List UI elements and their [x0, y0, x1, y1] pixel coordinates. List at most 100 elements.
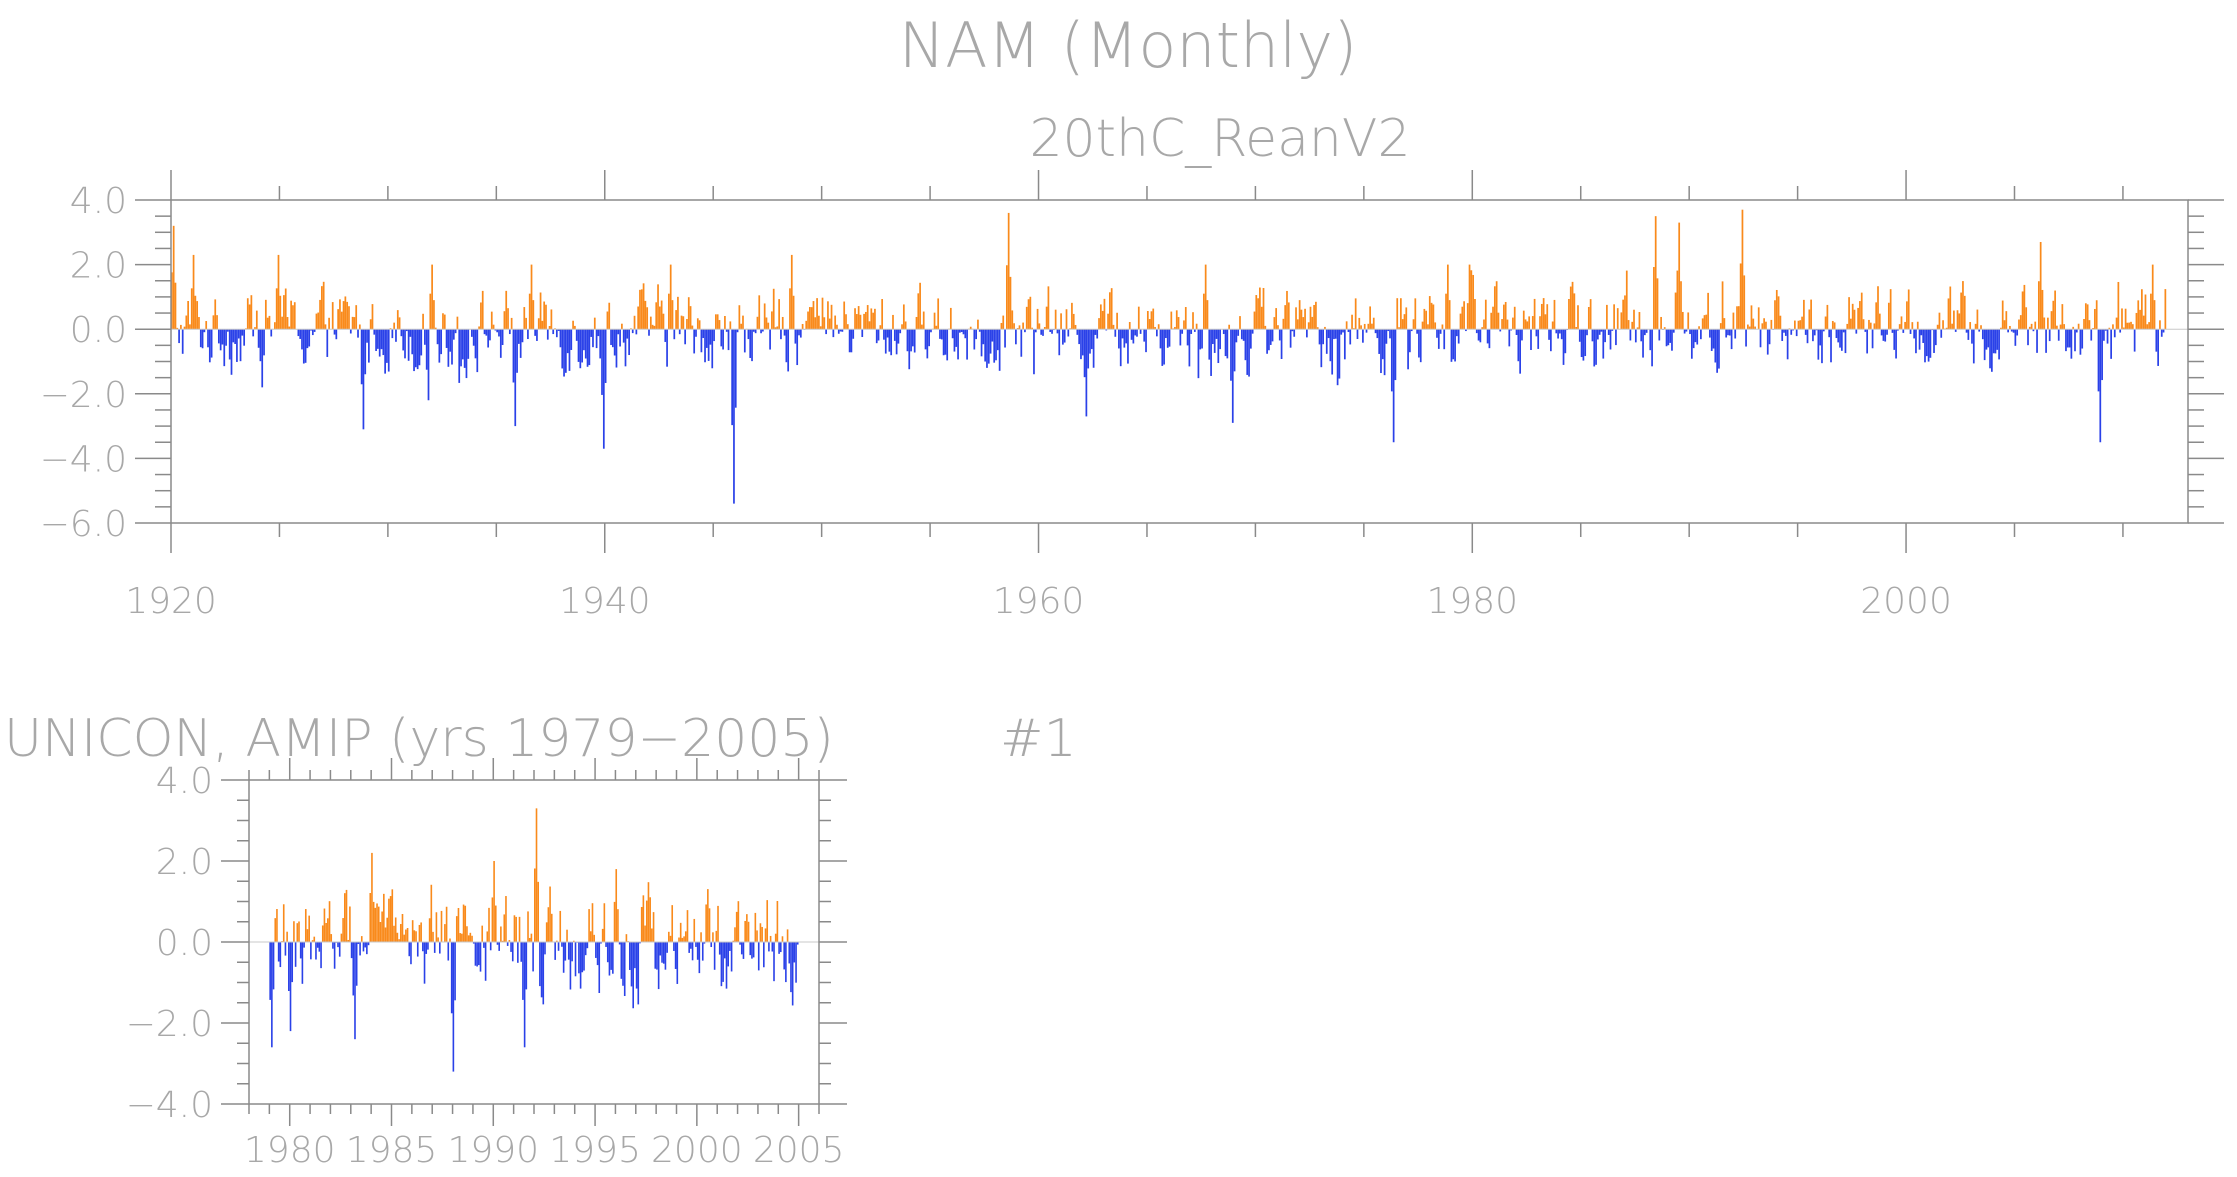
- bar: [2162, 329, 2165, 333]
- bar: [1956, 310, 1959, 330]
- bar: [217, 329, 220, 344]
- bar: [628, 329, 630, 356]
- bar: [1747, 324, 1749, 330]
- bar: [383, 893, 385, 942]
- bar: [691, 325, 694, 330]
- bar: [364, 942, 366, 948]
- bar: [743, 329, 746, 353]
- bottom-plot-frame: [248, 779, 820, 1105]
- bar: [536, 329, 538, 341]
- bar: [1998, 329, 2000, 360]
- bar: [791, 942, 794, 1006]
- bar: [843, 301, 846, 330]
- bar: [890, 329, 893, 356]
- bar: [1118, 329, 1120, 349]
- bar: [1551, 321, 1554, 330]
- bar: [727, 329, 730, 351]
- bar: [863, 313, 865, 330]
- bar: [1851, 303, 1854, 330]
- panel-20thc-reanv2: 20thC_ReanV2 4.02.00.0−2.0−4.0−6.0 1920 1…: [40, 109, 2224, 622]
- bar: [330, 934, 333, 942]
- bar: [1497, 312, 1500, 330]
- bar: [722, 329, 724, 350]
- bar: [483, 329, 486, 335]
- bar: [1078, 329, 1081, 345]
- bar: [708, 908, 711, 942]
- bar: [171, 272, 173, 330]
- bar: [1855, 329, 1858, 334]
- x-tick-label: 1995: [549, 1130, 641, 1171]
- bar: [1403, 314, 1406, 330]
- bar: [671, 905, 674, 942]
- bar: [629, 942, 631, 970]
- bar: [630, 942, 633, 987]
- panel-unicon-amip: UNICON, AMIP (yrs 1979−2005) #1 4.0 2.0 0.…: [4, 709, 1077, 1171]
- bar: [299, 329, 302, 339]
- bar: [1320, 329, 1323, 368]
- bar: [709, 329, 712, 345]
- bar: [1692, 329, 1695, 349]
- bar: [1184, 307, 1187, 330]
- bar: [466, 926, 468, 942]
- bar: [1987, 329, 1990, 348]
- bar: [568, 329, 571, 371]
- bar: [1248, 329, 1250, 377]
- bar: [565, 329, 567, 373]
- bar: [410, 942, 412, 965]
- bar: [1257, 298, 1259, 330]
- bar: [2131, 324, 2134, 330]
- bar: [986, 329, 988, 368]
- bar: [1383, 329, 1386, 376]
- bar: [2034, 321, 2037, 330]
- bar: [700, 329, 703, 353]
- bar: [353, 317, 356, 330]
- bar: [1705, 314, 1708, 330]
- bar: [810, 307, 813, 330]
- bar: [861, 329, 864, 338]
- bar: [2155, 329, 2158, 352]
- bar: [369, 893, 372, 942]
- bar: [2164, 289, 2167, 330]
- bar: [1947, 298, 1950, 330]
- bar: [642, 895, 645, 942]
- bar: [1125, 329, 1127, 344]
- bar: [901, 324, 903, 330]
- bar: [1846, 323, 1849, 330]
- bar: [362, 329, 365, 430]
- bar: [1116, 312, 1118, 330]
- bar: [1112, 324, 1115, 330]
- bar: [908, 329, 911, 370]
- bar: [1407, 329, 1409, 370]
- bar: [1224, 329, 1227, 357]
- bar: [700, 932, 702, 942]
- bar: [897, 329, 900, 344]
- bar: [984, 329, 987, 362]
- bar: [1763, 318, 1765, 330]
- bar: [1343, 329, 1346, 360]
- bar: [615, 869, 618, 942]
- bar: [678, 937, 680, 942]
- bar: [2112, 324, 2114, 330]
- bar: [1891, 329, 1894, 333]
- bar: [1356, 329, 1359, 340]
- bar: [348, 306, 350, 330]
- top-bars: [171, 209, 2167, 504]
- bar: [1233, 329, 1236, 372]
- bar: [682, 316, 685, 330]
- bar: [374, 907, 377, 942]
- bar: [445, 906, 448, 942]
- bottom-x-tick-labels: 1980 1985 1990 1995 2000 2005: [244, 1130, 845, 1171]
- bar: [296, 923, 299, 942]
- bar: [1090, 329, 1093, 350]
- x-tick-label: 1990: [447, 1130, 539, 1171]
- bar: [424, 329, 426, 345]
- bar: [254, 327, 256, 330]
- bar: [928, 329, 930, 347]
- bar: [1667, 329, 1670, 346]
- bar: [460, 329, 462, 367]
- bar: [1521, 329, 1523, 341]
- bar: [1107, 313, 1109, 330]
- bar: [501, 329, 504, 345]
- bar: [1152, 308, 1155, 330]
